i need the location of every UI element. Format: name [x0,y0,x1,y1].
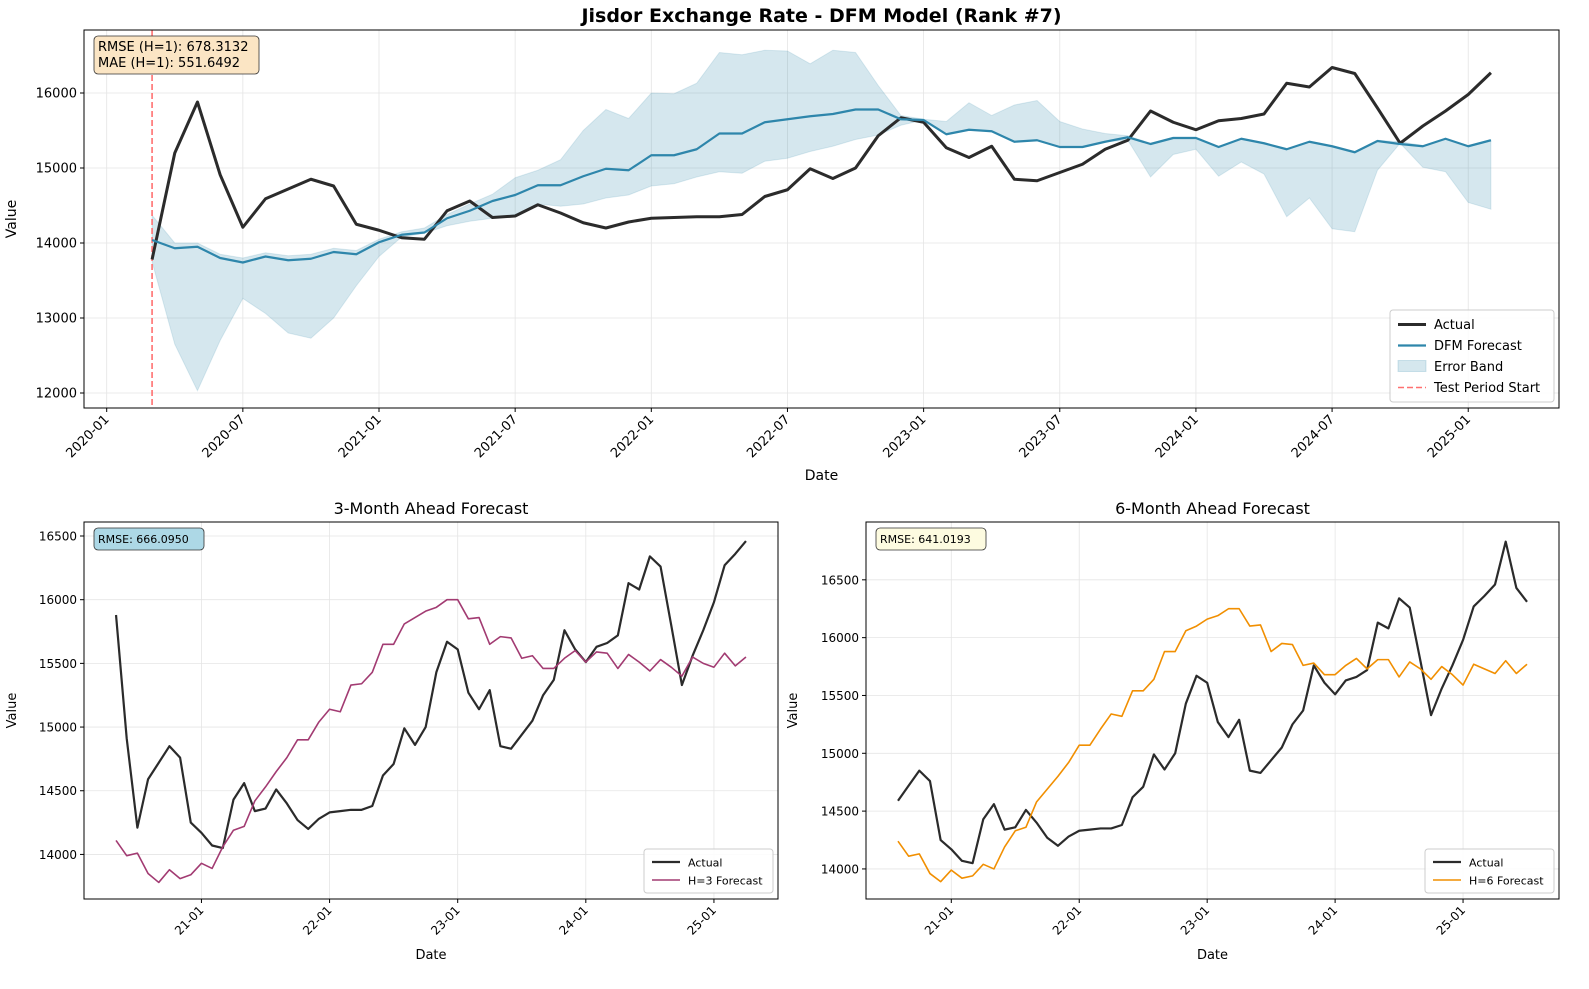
y-tick-label: 15000 [821,747,859,761]
y-axis-label: Value [5,693,20,729]
x-tick-label: 21-01 [172,903,207,938]
legend-box [1389,309,1555,403]
x-tick-label: 23-01 [428,903,463,938]
y-tick-label: 14000 [821,862,859,876]
error-band [151,49,1492,392]
plot-area [84,522,778,899]
plot-frame [865,521,1560,900]
data-line [114,540,747,850]
plot-area [866,522,1559,899]
x-tick-label: 2023-01 [880,412,929,461]
data-line [897,607,1528,883]
legend-box [643,848,774,894]
plot-frame [83,29,1560,409]
y-tick-label: 16000 [821,631,859,645]
x-tick-label: 21-01 [922,903,957,938]
x-tick-label: 22-01 [1050,903,1085,938]
y-tick-label: 14000 [36,237,77,252]
x-tick-label: 24-01 [556,903,591,938]
chart-title: Jisdor Exchange Rate - DFM Model (Rank #… [579,5,1061,27]
data-line [115,598,747,884]
x-tick-label: 25-01 [684,903,719,938]
x-tick-label: 2024-01 [1153,412,1202,461]
y-tick-label: 15500 [39,657,77,671]
legend-label: DFM Forecast [1434,339,1522,354]
y-tick-label: 16000 [39,593,77,607]
annotation-box [93,527,205,551]
legend-label: H=6 Forecast [1469,875,1544,888]
y-tick-label: 14500 [821,805,859,819]
legend-label: Test Period Start [1433,381,1540,396]
x-tick-label: 2021-01 [336,412,385,461]
data-line [150,66,1492,260]
chart-title: 6-Month Ahead Forecast [1115,499,1310,518]
y-tick-label: 16500 [39,530,77,544]
plot-frame [83,521,779,900]
legend-label: Actual [1434,318,1475,333]
annotation: RMSE: 666.0950 [93,527,205,551]
y-axis-label: Value [4,200,20,238]
data-line [151,108,1492,264]
y-tick-label: 15000 [36,162,77,177]
legend-label: H=3 Forecast [688,875,763,888]
legend: Actual H=6 Forecast [1424,848,1555,894]
x-tick-label: 2023-07 [1017,412,1066,461]
annotation-box [93,35,260,75]
y-tick-label: 15000 [39,721,77,735]
x-tick-label: 2020-07 [200,412,249,461]
y-tick-label: 12000 [36,387,77,402]
legend-swatch [1397,360,1427,372]
annotation-text: RMSE: 641.0193 [880,533,971,546]
legend-label: Actual [1469,857,1503,870]
y-tick-label: 13000 [36,312,77,327]
x-axis-label: Date [805,468,838,484]
annotation: RMSE: 641.0193 [875,527,987,551]
x-tick-label: 2022-01 [608,412,657,461]
x-tick-label: 25-01 [1434,903,1469,938]
legend-label: Actual [688,857,722,870]
annotation-box [875,527,987,551]
chart-title: 3-Month Ahead Forecast [334,499,529,518]
annotation-text: RMSE: 666.0950 [98,533,189,546]
y-tick-label: 16000 [36,87,77,102]
annotation-text: RMSE (H=1): 678.3132 [98,40,248,55]
y-tick-label: 15500 [821,689,859,703]
annotation-text: MAE (H=1): 551.6492 [98,56,240,71]
y-tick-label: 14000 [39,848,77,862]
x-tick-label: 2024-07 [1289,412,1338,461]
legend-box [1424,848,1555,894]
x-tick-label: 2022-07 [744,412,793,461]
x-tick-label: 2025-01 [1425,412,1474,461]
y-tick-label: 14500 [39,784,77,798]
x-axis-label: Date [1197,948,1228,963]
legend-label: Error Band [1434,360,1503,375]
legend: Actual H=3 Forecast [643,848,774,894]
legend: Actual DFM Forecast Error Band Test Period … [1389,309,1555,403]
x-tick-label: 22-01 [300,903,335,938]
x-axis-label: Date [415,948,446,963]
y-tick-label: 16500 [821,573,859,587]
x-tick-label: 23-01 [1178,903,1213,938]
y-axis-label: Value [786,693,801,729]
x-tick-label: 24-01 [1306,903,1341,938]
x-tick-label: 2021-07 [472,412,521,461]
x-tick-label: 2020-01 [63,412,112,461]
